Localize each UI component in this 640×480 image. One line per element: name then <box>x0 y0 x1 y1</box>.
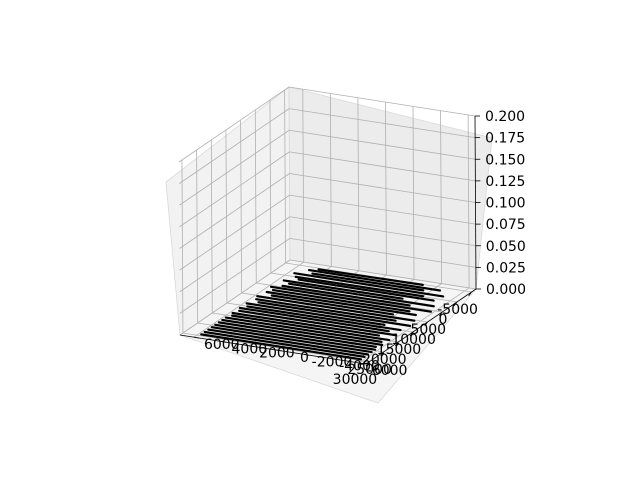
trace-line <box>271 288 411 313</box>
data-traces <box>200 268 445 361</box>
trace-line <box>200 333 363 361</box>
x-tick-mark <box>468 291 472 297</box>
z-gridline-left <box>179 259 291 336</box>
z-tick-label: 0.075 <box>486 217 526 233</box>
trace-line <box>307 268 442 292</box>
x-tick-label: 5000 <box>410 322 446 338</box>
z-tick-label: 0.100 <box>486 196 526 212</box>
trace-line <box>221 318 384 346</box>
z-tick-label: 0.000 <box>486 282 526 298</box>
x-tick-mark <box>409 331 414 337</box>
y-tick-mark <box>303 353 310 356</box>
x-tick-label: 30000 <box>333 372 378 388</box>
y-tick-mark <box>221 341 227 343</box>
trace-line <box>297 278 435 302</box>
trace-line <box>207 328 370 356</box>
trace-line <box>257 301 412 327</box>
trace-line <box>238 306 390 333</box>
trace-line <box>214 323 377 351</box>
trace-line <box>245 302 386 326</box>
x-tick-mark <box>380 351 384 357</box>
x-tick-label: 25000 <box>347 362 392 378</box>
trace-line <box>255 298 397 322</box>
trace-line <box>203 330 366 358</box>
z-tick-label: 0.050 <box>486 239 526 255</box>
z-tick-label: 0.175 <box>485 131 525 147</box>
y-tick-label: -2000 <box>312 354 353 370</box>
y-tick-mark <box>276 349 282 352</box>
z-tick-label: 0.025 <box>486 260 526 276</box>
z-gridline-back <box>289 151 476 182</box>
z-gridline-back <box>289 259 477 290</box>
z-gridline-back <box>288 86 476 117</box>
x-tick-mark <box>438 311 443 317</box>
z-gridline-left <box>179 216 290 293</box>
z-gridline-back <box>289 129 476 160</box>
x-tick-mark <box>453 301 458 307</box>
trace-line <box>210 326 373 354</box>
trace-line <box>281 284 411 307</box>
trace-line <box>294 275 425 298</box>
y-tick-label: -4000 <box>339 359 380 375</box>
trace-line <box>317 268 424 286</box>
x-tick-mark <box>394 341 399 347</box>
x-axis-line <box>365 288 477 365</box>
trace-line <box>224 316 383 343</box>
trace-line <box>231 314 391 342</box>
z-gridline-left <box>179 129 290 206</box>
z-gridline-back <box>289 173 476 203</box>
z-gridline-left <box>179 173 290 249</box>
y-tick-mark <box>248 345 254 348</box>
y-tick-label: 2000 <box>259 346 295 362</box>
trace-line <box>217 321 377 348</box>
x-tick-mark <box>365 361 370 367</box>
trace-line <box>246 305 402 332</box>
x-gridline-floor <box>182 332 369 363</box>
z-gridline-back <box>289 216 476 247</box>
y-tick-label: 0 <box>300 350 309 366</box>
trace-line <box>256 295 416 322</box>
z-gridline-left <box>178 86 290 163</box>
z-tick-label: 0.150 <box>485 152 525 168</box>
x-tick-mark <box>424 321 428 327</box>
x-tick-label: 20000 <box>362 352 407 368</box>
back-pane <box>288 86 493 290</box>
z-gridline-left <box>179 238 291 314</box>
y-gridline-floor <box>193 261 305 338</box>
z-axis: 0.000 0.025 0.050 0.075 0.100 0.125 0.150 0.175… <box>475 109 526 298</box>
x-tick-label: -5000 <box>437 302 478 318</box>
x-gridline-floor <box>256 282 443 313</box>
y-tick-label: 6000 <box>204 337 240 353</box>
z-gridline-back <box>289 237 476 268</box>
y-tick-mark <box>193 336 199 339</box>
trace-line <box>231 311 381 337</box>
z-gridline-back <box>289 194 476 225</box>
z-tick-label: 0.125 <box>485 174 525 190</box>
z-gridline-left <box>179 194 290 271</box>
trace-line <box>238 309 398 337</box>
y-tick-label: -6000 <box>367 363 408 379</box>
trace-line <box>265 290 417 317</box>
z-gridline-back <box>289 108 476 139</box>
z-gridline-left <box>178 108 290 184</box>
trace-line <box>293 272 445 298</box>
z-gridline-left <box>179 151 290 228</box>
trace-line <box>270 294 395 316</box>
trace-line <box>282 279 404 300</box>
x-tick-label: 15000 <box>377 342 422 358</box>
y-tick-mark <box>331 358 337 361</box>
trace-line <box>288 282 435 308</box>
trace-line <box>269 285 432 313</box>
x-tick-label: 10000 <box>391 332 436 348</box>
x-tick-label: 0 <box>438 312 447 328</box>
y-gridline-floor <box>358 287 470 364</box>
trace-line <box>311 272 425 292</box>
y-tick-label: 4000 <box>232 341 268 357</box>
y-tick-mark <box>359 362 365 365</box>
z-tick-label: 0.200 <box>485 109 525 125</box>
